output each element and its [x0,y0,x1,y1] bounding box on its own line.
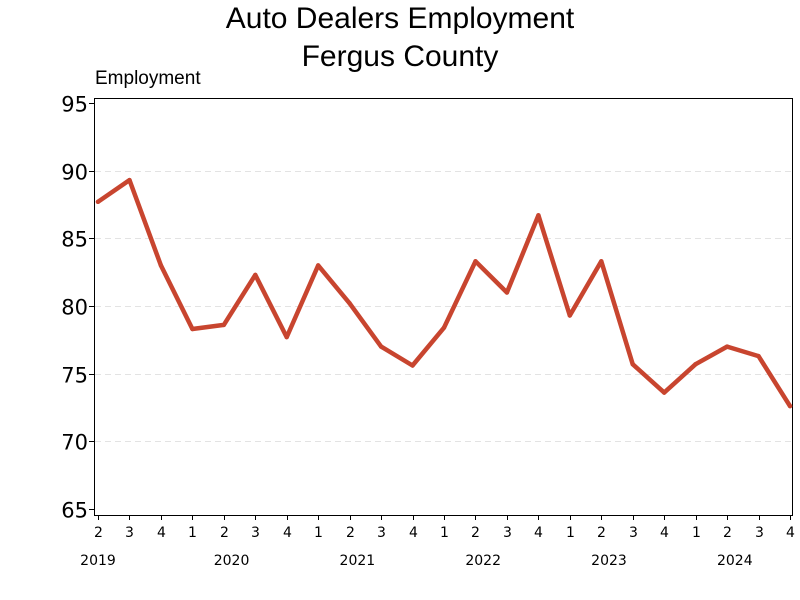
data-point [724,344,730,349]
data-point [284,334,289,340]
year-label: 2019 [80,553,116,569]
data-point [473,259,478,264]
data-point [630,362,635,367]
data-point [316,263,321,268]
year-label: 2021 [340,553,376,569]
x-tick-label: 1 [440,525,449,541]
x-tick-label: 3 [125,525,134,541]
data-point [599,259,604,264]
x-tick-label: 4 [534,525,543,541]
x-tick-label: 3 [503,525,512,541]
y-tick-label: 85 [61,228,88,252]
data-point [662,390,667,395]
data-point [536,213,541,218]
x-tick-label: 3 [377,525,386,541]
x-tick-label: 1 [692,525,701,541]
x-tick-label: 4 [409,525,418,541]
data-point [253,272,258,278]
y-tick-label: 65 [61,499,88,523]
y-tick-label: 80 [61,296,88,320]
data-point [693,362,698,367]
gridlines [95,171,792,442]
chart-subtitle: Fergus County [301,40,499,73]
y-axis: 65 70 75 80 85 90 95 [61,93,95,523]
data-point [127,177,132,183]
x-tick-label: 1 [314,525,323,541]
data-point [567,313,572,318]
x-tick-label: 2 [597,525,606,541]
data-point [756,353,761,359]
data-point [190,326,195,332]
data-point [378,344,384,349]
data-point [787,403,793,409]
x-tick-label: 4 [786,525,795,541]
x-tick-label: 3 [251,525,260,541]
x-tick-label: 4 [660,525,669,541]
series-line-0 [95,177,793,409]
x-tick-label: 4 [157,525,166,541]
x-tick-label: 2 [723,525,732,541]
data-point [441,325,447,330]
year-label: 2023 [591,553,627,569]
x-tick-label: 2 [346,525,355,541]
data-point [410,363,415,368]
data-point [347,301,352,306]
y-tick-label: 70 [61,431,88,455]
x-axis: 2 3 4 1 2 3 4 1 2 3 4 1 2 3 4 1 2 3 4 1 2 3 4 2019 2020 2021 2022 2… [80,515,795,569]
data-point [95,199,101,204]
x-tick-label: 1 [188,525,197,541]
data-point [158,263,164,268]
x-tick-label: 3 [629,525,638,541]
year-label: 2022 [465,553,501,569]
x-tick-label: 3 [755,525,764,541]
x-tick-label: 2 [94,525,103,541]
y-tick-label: 75 [61,364,88,388]
x-tick-label: 2 [471,525,480,541]
y-tick-label: 90 [61,161,88,185]
data-point [221,322,226,328]
y-axis-label: Employment [95,68,201,89]
x-tick-label: 1 [566,525,575,541]
year-label: 2020 [214,553,250,569]
chart-title: Auto Dealers Employment [225,2,575,35]
series-layer [95,177,793,409]
year-label: 2024 [717,553,753,569]
data-point [504,290,510,295]
x-tick-label: 2 [220,525,229,541]
x-tick-label: 4 [283,525,292,541]
y-tick-label: 95 [61,93,88,117]
